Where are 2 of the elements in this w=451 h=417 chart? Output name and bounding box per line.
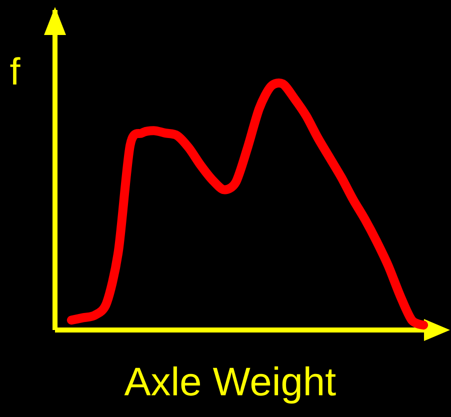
y-axis-title: f xyxy=(10,57,20,84)
x-axis-title: Axle Weight xyxy=(124,366,336,404)
